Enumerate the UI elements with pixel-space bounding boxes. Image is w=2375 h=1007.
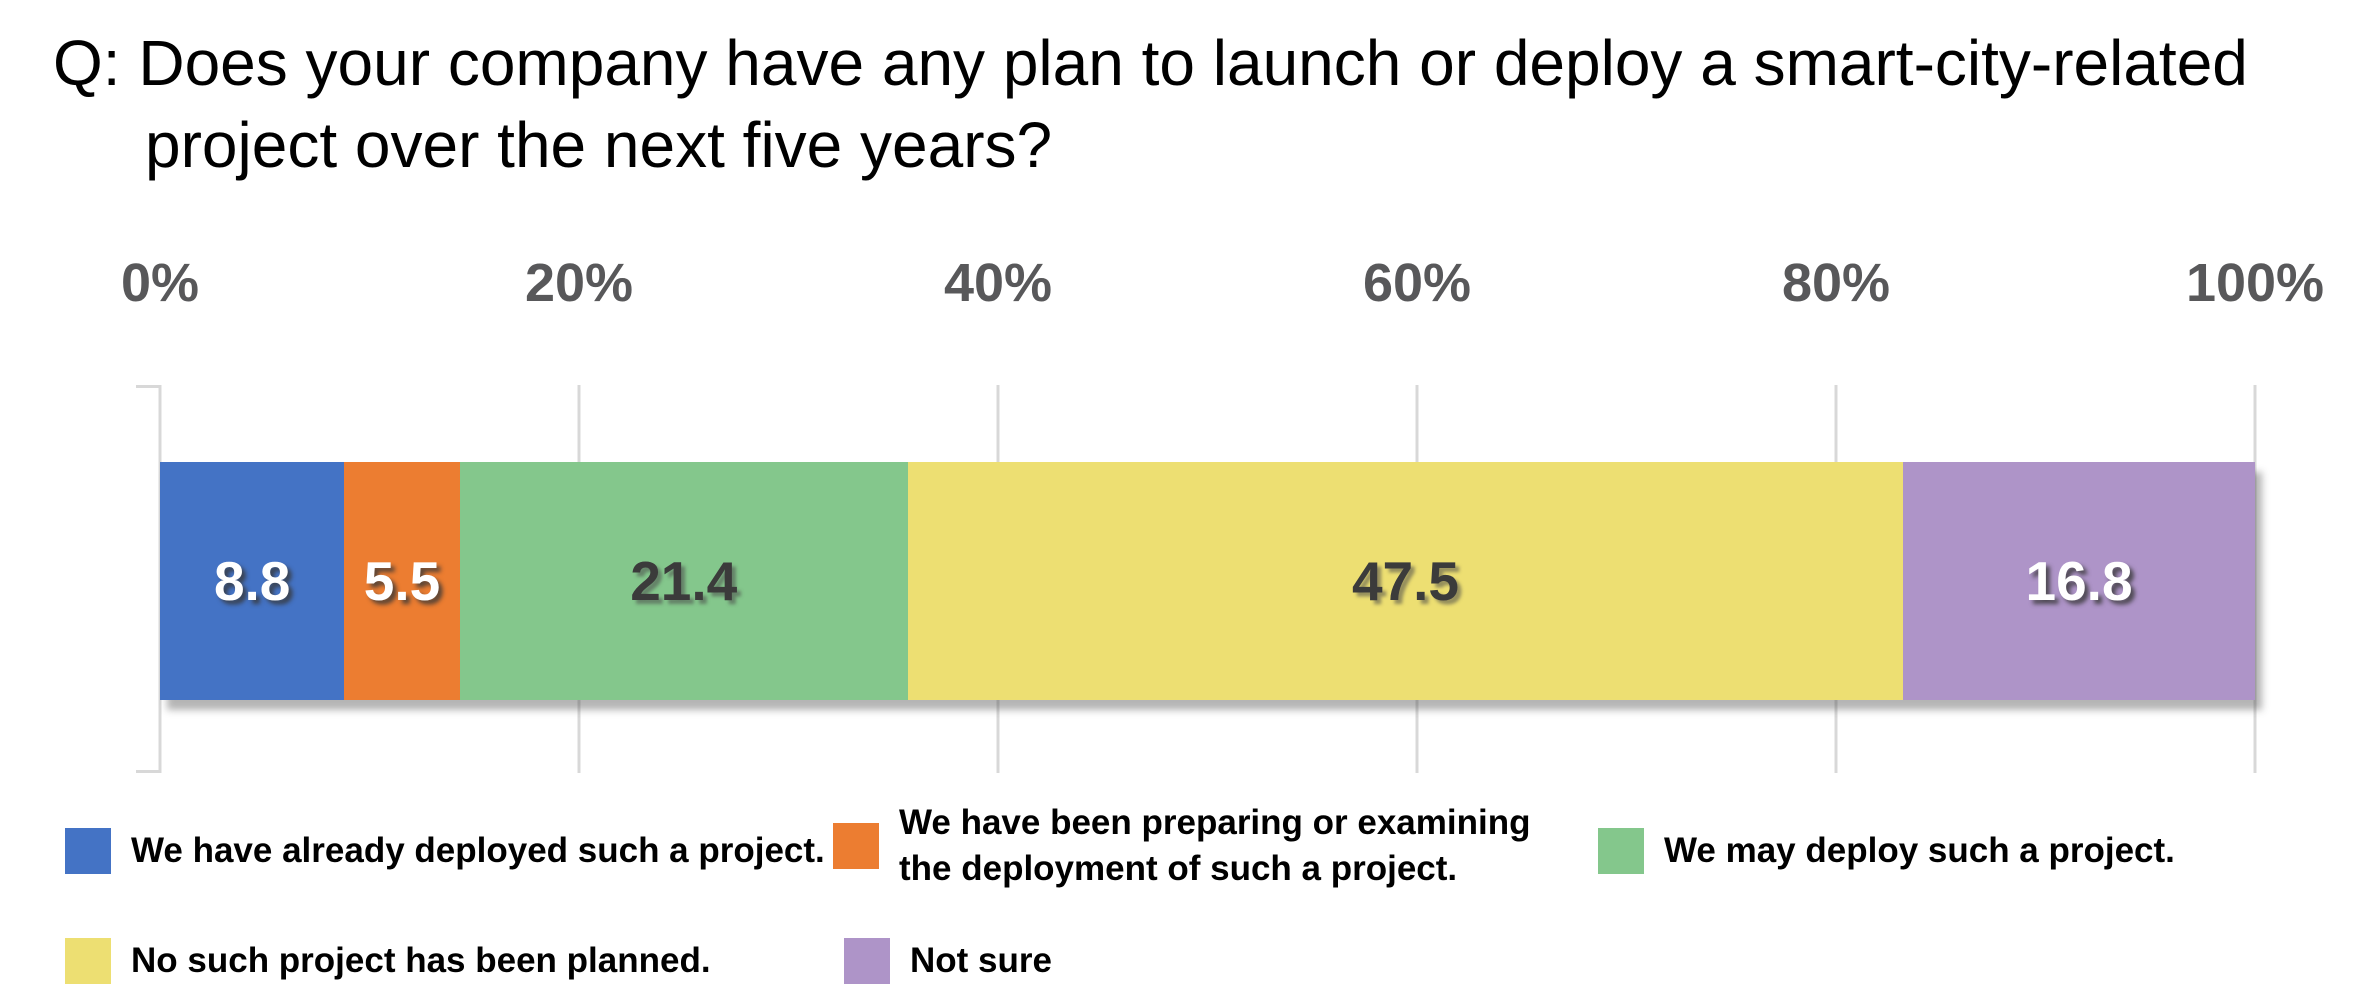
- legend-label: We may deploy such a project.: [1664, 831, 2175, 871]
- x-tick-label: 100%: [2185, 253, 2325, 313]
- legend-label: No such project has been planned.: [131, 941, 711, 981]
- bar-segment-value: 5.5: [363, 550, 441, 612]
- x-tick-label: 60%: [1362, 253, 1472, 313]
- x-tick-label: 80%: [1781, 253, 1891, 313]
- legend-swatch: [844, 938, 890, 984]
- bar-segment-1: 8.8: [160, 462, 345, 700]
- legend-swatch: [1598, 828, 1644, 874]
- legend-label: We have already deployed such a project.: [131, 831, 825, 871]
- gridline: [2253, 385, 2257, 773]
- bar-segment-value: 16.8: [2025, 550, 2133, 612]
- bar-segment-4: 47.5: [907, 462, 1904, 700]
- bar-segment-2: 5.5: [344, 462, 460, 700]
- legend-swatch: [65, 828, 111, 874]
- chart-title-line-2: project over the next five years?: [145, 109, 1053, 181]
- legend-swatch: [65, 938, 111, 984]
- legend-swatch: [833, 822, 879, 869]
- chart-title: Q: Does your company have any plan to la…: [53, 22, 2248, 186]
- legend-item-2: We have been preparing or examining the …: [833, 800, 1579, 891]
- legend-item-4: No such project has been planned.: [65, 938, 711, 984]
- axis-tick-bottom: [136, 770, 160, 773]
- legend-item-5: Not sure: [844, 938, 1052, 984]
- x-axis-labels: 0% 20% 40% 60% 80% 100%: [121, 252, 2324, 327]
- axis-tick-top: [136, 385, 160, 388]
- x-tick-label: 40%: [943, 253, 1053, 313]
- x-tick-label: 0%: [120, 253, 200, 313]
- bar-segment-5: 16.8: [1903, 462, 2255, 700]
- legend-item-3: We may deploy such a project.: [1598, 828, 2175, 874]
- bar-segment-value: 21.4: [630, 550, 738, 612]
- bar-segment-value: 47.5: [1351, 550, 1459, 612]
- plot-area: 8.8 5.5 21.4 47.5 16.8: [136, 385, 2257, 773]
- legend-label: Not sure: [910, 941, 1052, 981]
- legend-item-1: We have already deployed such a project.: [65, 828, 825, 874]
- x-tick-label: 20%: [524, 253, 634, 313]
- legend-label: We have been preparing or examining the …: [899, 803, 1531, 888]
- stacked-bar: 8.8 5.5 21.4 47.5 16.8: [160, 462, 2255, 700]
- chart-title-line-1: Q: Does your company have any plan to la…: [53, 27, 2248, 99]
- bar-segment-value: 8.8: [213, 550, 291, 612]
- bar-segment-3: 21.4: [459, 462, 908, 700]
